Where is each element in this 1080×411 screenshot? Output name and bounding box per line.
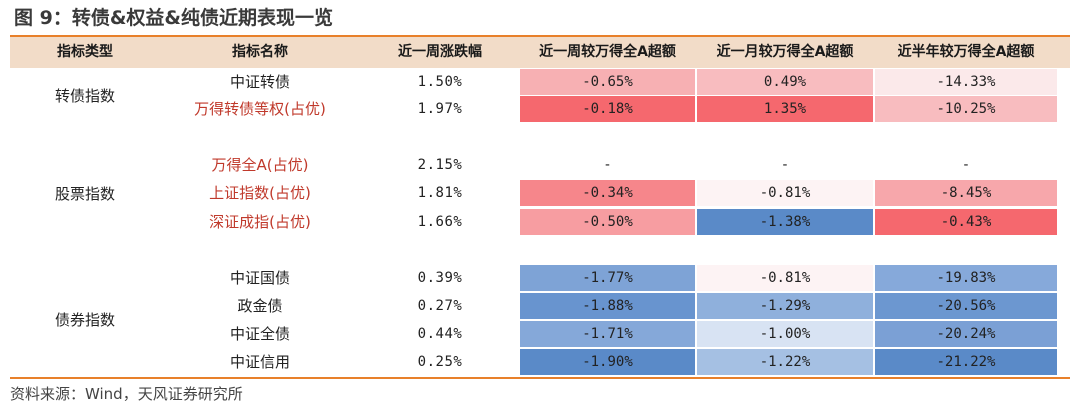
excess-6m-cell: -0.43%	[875, 209, 1057, 235]
excess-1w-cell: -1.71%	[520, 321, 695, 347]
excess-1m-cell: -1.22%	[697, 349, 873, 375]
table-row: 中证国债 0.39% -1.77% -0.81% -19.83%	[0, 265, 1080, 291]
excess-1m-cell: -	[780, 157, 790, 173]
excess-1m-cell: -1.29%	[697, 293, 873, 319]
excess-1w-cell: -0.18%	[520, 96, 695, 122]
excess-1m-cell: -1.00%	[697, 321, 873, 347]
excess-1m-cell: -0.81%	[697, 180, 873, 206]
table-header	[10, 37, 1070, 68]
header-type: 指标类型	[57, 44, 113, 60]
table-row: 中证转债 1.50% -0.65% 0.49% -14.33%	[0, 69, 1080, 95]
week-change-cell: 1.66%	[417, 214, 463, 230]
bottom-divider	[10, 377, 1070, 379]
index-name: 中证转债	[229, 73, 290, 91]
index-name: 政金债	[237, 297, 283, 315]
week-change-cell: 0.25%	[417, 354, 463, 370]
excess-1w-cell: -1.77%	[520, 265, 695, 291]
index-name: 中证信用	[229, 353, 290, 371]
excess-6m-cell: -21.22%	[875, 349, 1057, 375]
index-name: 深证成指(占优)	[209, 213, 311, 231]
header-week-change: 近一周涨跌幅	[398, 44, 482, 60]
table-row: 中证全债 0.44% -1.71% -1.00% -20.24%	[0, 321, 1080, 347]
excess-6m-cell: -8.45%	[875, 180, 1057, 206]
week-change-cell: 1.81%	[417, 185, 463, 201]
excess-6m-cell: -14.33%	[875, 69, 1057, 95]
excess-1w-cell: -1.88%	[520, 293, 695, 319]
table-row: 万得转债等权(占优) 1.97% -0.18% 1.35% -10.25%	[0, 96, 1080, 122]
week-change-cell: 1.97%	[417, 101, 463, 117]
category-label: 转债指数	[54, 86, 115, 105]
table-row: 政金债 0.27% -1.88% -1.29% -20.56%	[0, 293, 1080, 319]
table-row: 万得全A(占优) 2.15% - - -	[0, 152, 1080, 178]
category-label: 股票指数	[54, 184, 115, 203]
table-row: 中证信用 0.25% -1.90% -1.22% -21.22%	[0, 349, 1080, 375]
excess-1m-cell: -1.38%	[697, 209, 873, 235]
index-name: 中证国债	[229, 269, 290, 287]
excess-6m-cell: -10.25%	[875, 96, 1057, 122]
excess-6m-cell: -20.56%	[875, 293, 1057, 319]
week-change-cell: 0.44%	[417, 326, 463, 342]
excess-1w-cell: -	[603, 157, 612, 173]
source-note: 资料来源：Wind，天风证券研究所	[10, 385, 243, 403]
header-name: 指标名称	[232, 44, 288, 60]
week-change-cell: 0.27%	[417, 298, 463, 314]
table-row: 深证成指(占优) 1.66% -0.50% -1.38% -0.43%	[0, 209, 1080, 235]
excess-1w-cell: -0.65%	[520, 69, 695, 95]
excess-1m-cell: 0.49%	[697, 69, 873, 95]
index-name: 中证全债	[229, 325, 290, 343]
excess-1m-cell: -0.81%	[697, 265, 873, 291]
excess-6m-cell: -	[961, 157, 971, 173]
category-label: 债券指数	[54, 311, 115, 329]
title-divider	[10, 35, 1070, 37]
excess-1w-cell: -0.50%	[520, 209, 695, 235]
index-name: 上证指数(占优)	[209, 184, 311, 202]
index-name: 万得转债等权(占优)	[194, 100, 326, 118]
table-row: 上证指数(占优) 1.81% -0.34% -0.81% -8.45%	[0, 180, 1080, 206]
header-excess-1m: 近一月较万得全A超额	[716, 44, 854, 60]
header-excess-6m: 近半年较万得全A超额	[897, 44, 1035, 60]
excess-1w-cell: -0.34%	[520, 180, 695, 206]
excess-1w-cell: -1.90%	[520, 349, 695, 375]
excess-6m-cell: -20.24%	[875, 321, 1057, 347]
week-change-cell: 0.39%	[417, 270, 463, 286]
week-change-cell: 2.15%	[417, 157, 463, 173]
index-name: 万得全A(占优)	[211, 156, 309, 174]
week-change-cell: 1.50%	[417, 74, 463, 90]
figure-title: 图 9：转债&权益&纯债近期表现一览	[14, 7, 333, 29]
header-excess-1w: 近一周较万得全A超额	[539, 44, 676, 60]
excess-1m-cell: 1.35%	[697, 96, 873, 122]
excess-6m-cell: -19.83%	[875, 265, 1057, 291]
